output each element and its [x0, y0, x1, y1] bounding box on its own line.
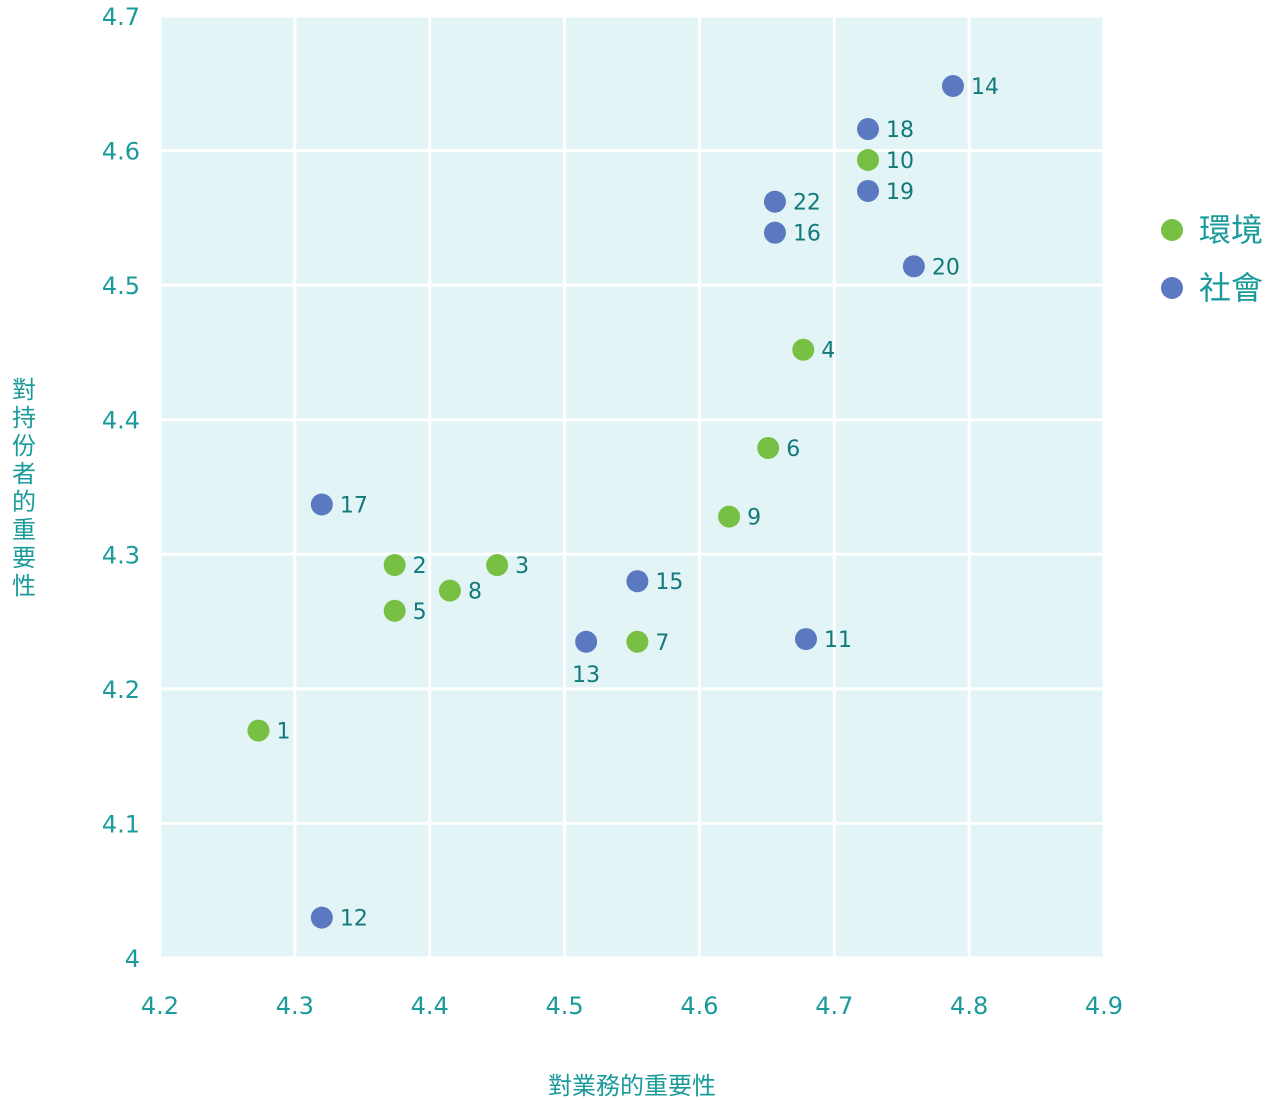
y-tick-label: 4.1	[102, 810, 140, 838]
data-point-18	[857, 118, 879, 141]
data-point-13	[575, 630, 598, 653]
data-label-8: 8	[468, 580, 482, 605]
x-tick-label: 4.6	[680, 992, 718, 1020]
x-tick-label: 4.4	[411, 992, 449, 1020]
data-point-14	[941, 74, 964, 97]
data-label-22: 22	[793, 191, 821, 216]
data-point-10	[857, 148, 879, 171]
data-point-2	[383, 554, 406, 577]
data-label-18: 18	[886, 118, 914, 143]
y-tick-label: 4.2	[102, 676, 140, 704]
data-label-10: 10	[886, 149, 914, 174]
x-tick-label: 4.9	[1085, 992, 1123, 1020]
data-point-17	[310, 493, 333, 516]
y-tick-label: 4.3	[102, 541, 140, 569]
x-tick-label: 4.5	[545, 992, 583, 1020]
data-label-6: 6	[786, 437, 800, 462]
x-tick-label: 4.3	[276, 992, 314, 1020]
data-point-6	[757, 436, 780, 459]
y-tick-label: 4.6	[102, 138, 140, 166]
data-label-2: 2	[413, 554, 427, 579]
data-label-14: 14	[971, 75, 999, 100]
data-point-16	[763, 221, 786, 244]
plot-area	[160, 16, 1104, 958]
data-point-5	[383, 599, 406, 622]
data-point-20	[902, 255, 925, 278]
x-axis-title: 對業務的重要性	[548, 1072, 716, 1100]
data-point-12	[310, 906, 333, 929]
data-label-19: 19	[886, 180, 914, 205]
y-axis-ticks: 4 4.1 4.2 4.3 4.4 4.5 4.6 4.7	[102, 3, 140, 973]
grid-lines	[158, 14, 1106, 960]
x-tick-label: 4.8	[950, 992, 988, 1020]
data-point-9	[718, 505, 741, 528]
data-label-1: 1	[276, 720, 290, 745]
data-point-11	[794, 628, 817, 651]
data-label-13: 13	[572, 663, 600, 688]
legend-label-1: 社會	[1199, 269, 1263, 307]
data-label-5: 5	[413, 600, 427, 625]
x-tick-label: 4.7	[815, 992, 853, 1020]
data-label-20: 20	[932, 255, 960, 280]
data-point-8	[438, 579, 461, 602]
data-label-16: 16	[793, 222, 821, 247]
data-label-12: 12	[340, 907, 368, 932]
data-label-17: 17	[340, 493, 368, 518]
legend-marker-0	[1161, 219, 1183, 241]
data-point-4	[792, 338, 815, 361]
data-point-15	[626, 570, 649, 593]
data-label-7: 7	[655, 631, 669, 656]
data-label-3: 3	[515, 554, 529, 579]
y-tick-label: 4.4	[102, 407, 140, 435]
data-point-1	[247, 719, 270, 742]
x-tick-label: 4.2	[141, 992, 179, 1020]
data-point-19	[857, 179, 879, 202]
legend-marker-1	[1161, 277, 1183, 299]
legend-label-0: 環境	[1199, 211, 1263, 249]
y-axis-title: 對持份者的重要性	[12, 376, 36, 600]
data-label-11: 11	[824, 628, 852, 653]
y-tick-label: 4.7	[102, 3, 140, 31]
x-axis-ticks: 4.2 4.3 4.4 4.5 4.6 4.7 4.8 4.9	[141, 992, 1123, 1020]
data-label-9: 9	[747, 506, 761, 531]
data-point-22	[763, 190, 786, 213]
data-point-3	[486, 554, 509, 577]
y-tick-label: 4	[125, 945, 140, 973]
data-label-4: 4	[821, 339, 835, 364]
data-label-15: 15	[655, 570, 683, 595]
y-tick-label: 4.5	[102, 272, 140, 300]
data-point-7	[626, 630, 649, 653]
